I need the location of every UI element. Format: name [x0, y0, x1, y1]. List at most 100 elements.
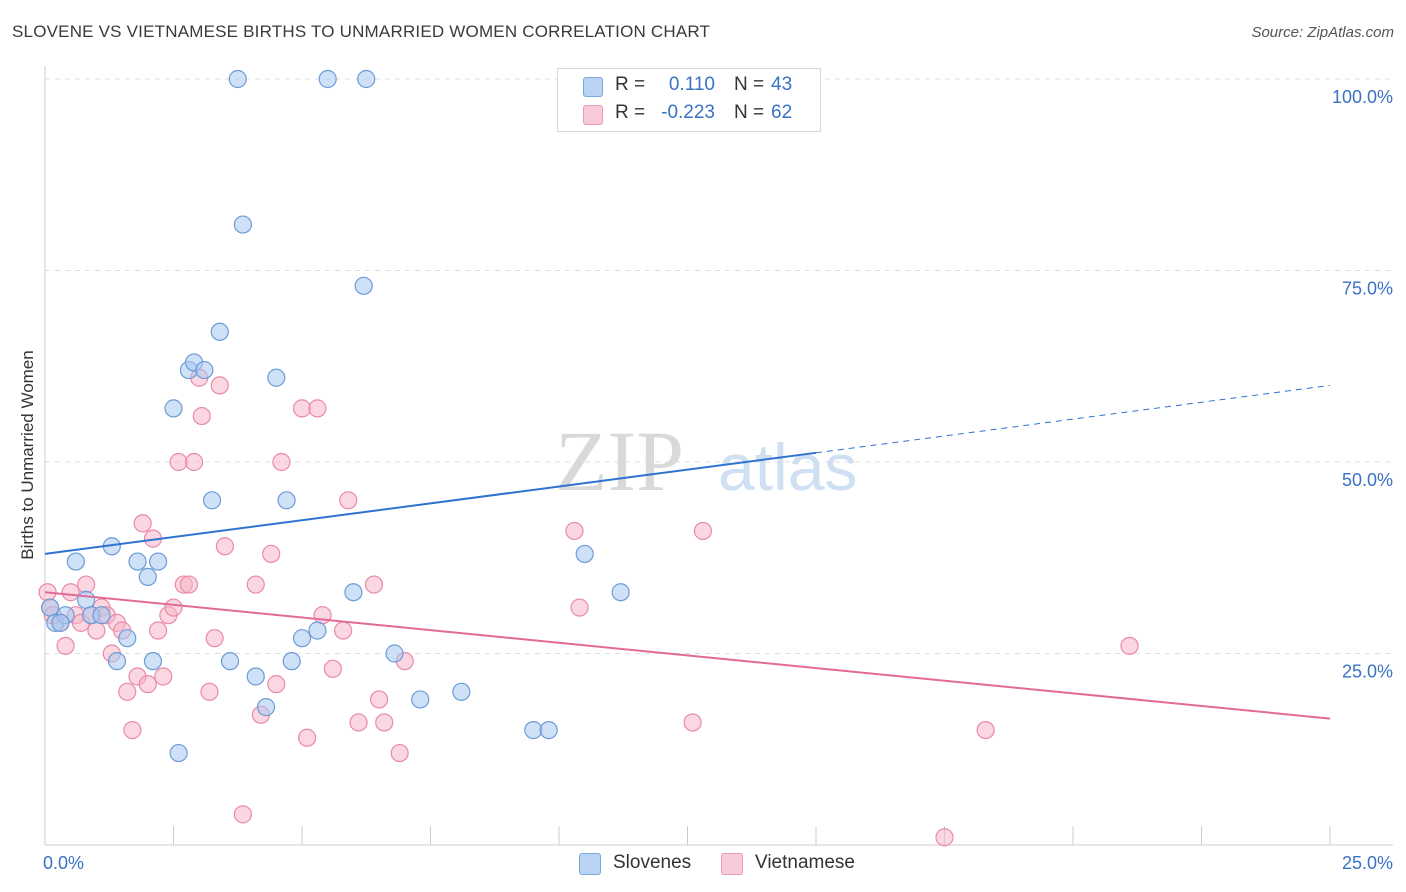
- vietnamese-point: [123, 720, 142, 740]
- vietnamese-point: [210, 376, 229, 395]
- vietnamese-point: [364, 575, 384, 594]
- r-value: 0.110: [668, 74, 715, 95]
- slovenes-point: [282, 652, 301, 671]
- vietnamese-point: [565, 521, 584, 541]
- y-tick-label: 75.0%: [1342, 279, 1393, 299]
- vietnamese-point: [370, 690, 389, 709]
- slovenes-point: [51, 613, 70, 632]
- slovenes-point: [164, 399, 183, 418]
- tick-labels: 100.0% 75.0% 50.0% 25.0% 0.0% 25.0%: [43, 87, 1393, 873]
- slovenes-point: [220, 652, 240, 671]
- slovenes-point: [77, 590, 96, 609]
- slovenes-point: [267, 368, 286, 387]
- slovenes-point: [524, 720, 543, 740]
- vietnamese-point: [77, 575, 96, 594]
- slovenes-point: [118, 629, 137, 648]
- n-value: 62: [771, 102, 793, 123]
- vietnamese-point: [339, 491, 358, 510]
- vietnamese-point: [138, 675, 157, 694]
- vietnamese-point: [87, 621, 106, 640]
- slovenes-point: [354, 276, 373, 295]
- slovenes-point: [143, 652, 163, 671]
- slovenes-point: [169, 743, 188, 763]
- slovenes-point: [228, 69, 247, 89]
- trend-lines: [44, 384, 1331, 720]
- y-tick-label: 25.0%: [1342, 662, 1393, 682]
- legend-row-vietnamese: R = -0.223 N = 62: [558, 100, 820, 128]
- vietnamese-point: [308, 399, 327, 418]
- vietnamese-swatch: [583, 105, 603, 125]
- r-label: R =: [615, 74, 646, 95]
- vietnamese-point: [192, 406, 211, 426]
- vietnamese-point: [298, 728, 317, 747]
- slovenes-point: [92, 606, 111, 625]
- vietnamese-point: [56, 636, 75, 655]
- y-axis-label: Births to Unmarried Women: [18, 350, 37, 559]
- slovenes-trend-line: [44, 451, 817, 555]
- slovenes-point: [452, 682, 471, 701]
- vietnamese-point: [246, 575, 265, 594]
- slovenes-point: [385, 644, 404, 663]
- slovenes-trend-extension: [815, 384, 1331, 454]
- slovenes-point: [233, 215, 252, 234]
- vietnamese-point: [323, 659, 342, 678]
- n-label: N =: [734, 74, 765, 95]
- r-label: R =: [615, 102, 646, 123]
- slovenes-swatch: [583, 77, 603, 97]
- slovenes-point: [195, 360, 214, 380]
- slovenes-point: [148, 552, 168, 571]
- slovenes-point: [66, 552, 85, 571]
- vietnamese-point: [570, 598, 589, 617]
- slovenes-point: [575, 544, 594, 564]
- vietnamese-legend-label: Vietnamese: [755, 852, 855, 873]
- y-tick-label: 50.0%: [1342, 470, 1393, 490]
- correlation-legend: R = 0.110 N = 43 R = -0.223 N = 62: [557, 68, 821, 132]
- slovenes-point: [138, 567, 157, 587]
- n-value: 43: [771, 74, 793, 95]
- vietnamese-point: [200, 682, 219, 701]
- slovenes-point: [107, 652, 127, 671]
- watermark-zip: ZIP: [555, 413, 684, 509]
- legend-row-slovenes: R = 0.110 N = 43: [558, 72, 820, 100]
- vietnamese-point: [292, 399, 312, 418]
- slovenes-point: [41, 598, 60, 617]
- n-label: N =: [734, 102, 765, 123]
- watermark: ZIP atlas: [555, 413, 857, 509]
- vietnamese-point: [683, 713, 702, 732]
- vietnamese-point: [935, 828, 954, 847]
- vietnamese-trend-line: [44, 591, 1331, 720]
- y-tick-label: 100.0%: [1332, 87, 1393, 107]
- gridlines: [45, 78, 1393, 654]
- slovenes-point: [246, 667, 265, 686]
- slovenes-legend-swatch: [579, 853, 601, 875]
- vietnamese-point: [334, 621, 353, 640]
- vietnamese-point: [272, 452, 291, 472]
- slovenes-legend-label: Slovenes: [613, 852, 692, 873]
- vietnamese-point: [233, 805, 252, 824]
- vietnamese-point: [215, 537, 234, 556]
- slovenes-point: [292, 629, 312, 648]
- vietnamese-point: [313, 606, 332, 625]
- vietnamese-point: [267, 675, 286, 694]
- vietnamese-point: [1120, 636, 1139, 655]
- slovenes-point: [128, 552, 147, 571]
- vietnamese-point: [390, 743, 409, 763]
- r-value: -0.223: [661, 102, 715, 123]
- vietnamese-point: [375, 713, 394, 732]
- slovenes-point: [539, 720, 558, 740]
- vietnamese-point: [154, 667, 173, 686]
- source-label: Source: ZipAtlas.com: [1251, 24, 1394, 41]
- vietnamese-point: [349, 713, 368, 732]
- slovenes-point: [256, 698, 276, 717]
- watermark-atlas: atlas: [718, 430, 857, 504]
- vietnamese-point: [184, 452, 204, 472]
- vietnamese-point: [164, 598, 183, 617]
- vietnamese-point: [61, 583, 80, 602]
- vietnamese-legend-swatch: [721, 853, 743, 875]
- x-tick-label: 25.0%: [1342, 853, 1393, 873]
- vietnamese-point: [262, 544, 281, 564]
- slovenes-point: [308, 621, 327, 640]
- vietnamese-point: [169, 452, 188, 472]
- vietnamese-point: [976, 720, 995, 740]
